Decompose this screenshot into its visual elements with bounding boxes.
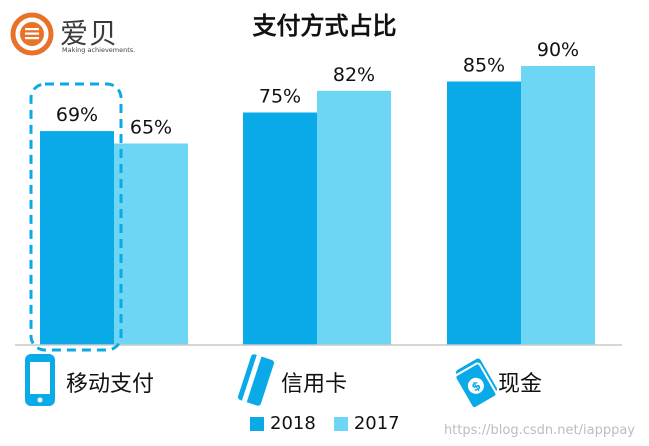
legend-label-2018: 2018	[270, 413, 316, 434]
data-label-2018-2: 85%	[463, 55, 505, 77]
legend-label-2017: 2017	[353, 413, 400, 434]
bar-2017-0	[114, 143, 188, 345]
legend-item-2018: 2018	[250, 413, 316, 434]
logo-mark-icon	[10, 12, 54, 56]
watermark-text: https://blog.csdn.net/iapppay	[443, 423, 635, 438]
highlight-dashed-box	[29, 82, 123, 352]
category-label-cash: 现金	[498, 372, 543, 397]
chart-legend: 2018 2017	[250, 413, 418, 434]
legend-swatch-2017	[333, 416, 348, 431]
data-label-2018-0: 69%	[56, 104, 98, 126]
legend-item-2017: 2017	[333, 413, 400, 434]
category-label-mobile-payment: 移动支付	[66, 372, 155, 397]
bar-2018-0	[40, 131, 114, 345]
logo-tagline: Making achievements.	[62, 46, 136, 54]
category-label-credit-card: 信用卡	[281, 372, 348, 397]
bar-2018-2	[447, 81, 521, 345]
data-label-2017-0: 65%	[130, 117, 172, 139]
legend-swatch-2018	[250, 416, 264, 431]
bar-2018-1	[243, 112, 317, 345]
data-label-2017-1: 82%	[333, 64, 375, 86]
logo-wordmark: 爱贝	[60, 17, 119, 50]
cash-icon: $	[454, 358, 498, 408]
data-label-2018-1: 75%	[259, 86, 301, 108]
bar-2017-1	[317, 90, 391, 345]
mobile-phone-icon	[25, 354, 55, 406]
bar-2017-2	[521, 66, 595, 345]
credit-card-icon	[237, 354, 275, 406]
brand-logo: 爱贝 Making achievements.	[10, 10, 160, 58]
chart-title: 支付方式占比	[252, 12, 397, 40]
data-label-2017-2: 90%	[537, 39, 579, 61]
